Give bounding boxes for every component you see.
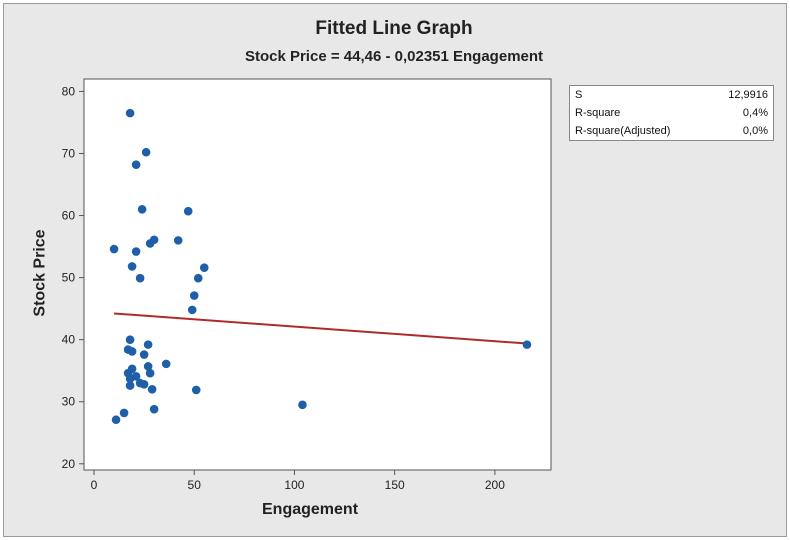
y-axis-label: Stock Price — [31, 229, 49, 317]
y-tick-label: 70 — [62, 146, 76, 160]
data-point — [125, 335, 135, 344]
stats-row-r-square-adjusted: R-square(Adjusted) 0,0% — [570, 122, 773, 140]
stat-label: R-square(Adjusted) — [575, 125, 671, 137]
data-point — [141, 147, 151, 157]
data-point — [137, 205, 147, 214]
data-point — [189, 291, 199, 300]
data-point — [199, 263, 209, 272]
stats-row-s: S 12,9916 — [570, 86, 773, 104]
data-point — [139, 350, 149, 359]
data-point — [522, 340, 532, 349]
x-tick-label: 0 — [91, 478, 98, 492]
x-tick-label: 50 — [188, 478, 202, 492]
plot-area — [83, 78, 552, 471]
y-tick-label: 50 — [62, 271, 76, 285]
y-tick-label: 60 — [62, 209, 76, 223]
data-point — [149, 404, 159, 414]
data-point — [125, 381, 135, 390]
data-point — [131, 247, 141, 256]
data-point — [145, 239, 155, 248]
stat-value: 12,9916 — [728, 89, 768, 101]
chart-title: Fitted Line Graph — [315, 18, 473, 39]
stat-label: R-square — [575, 107, 621, 119]
fitted-line — [113, 312, 528, 345]
data-point — [183, 206, 193, 216]
data-point — [109, 244, 119, 254]
x-tick-label: 200 — [485, 478, 505, 492]
data-point — [187, 305, 197, 315]
x-axis-label: Engagement — [262, 501, 359, 518]
data-point — [111, 415, 121, 425]
stat-value: 0,4% — [742, 107, 768, 119]
data-point — [147, 385, 157, 394]
data-point — [135, 273, 145, 283]
data-point — [145, 368, 155, 378]
data-point — [143, 362, 153, 371]
chart-frame: Fitted Line Graph Stock Price = 44,46 - … — [3, 3, 787, 537]
stats-row-r-square: R-square 0,4% — [570, 104, 773, 122]
data-point — [125, 374, 135, 384]
data-point — [173, 236, 183, 245]
chart-subtitle: Stock Price = 44,46 - 0,02351 Engagement — [244, 48, 544, 65]
data-point — [193, 273, 203, 283]
data-point — [127, 262, 137, 271]
data-point — [125, 108, 135, 118]
x-tick-label: 150 — [385, 478, 405, 492]
y-tick-label: 80 — [62, 84, 76, 98]
stat-value: 0,0% — [742, 125, 768, 137]
stats-table: S 12,9916 R-square 0,4% R-square(Adjuste… — [569, 85, 774, 141]
data-point — [139, 380, 149, 389]
data-point — [143, 340, 153, 349]
y-tick-label: 40 — [62, 333, 76, 347]
y-tick-label: 30 — [62, 395, 76, 409]
data-point — [131, 160, 141, 169]
data-point — [127, 347, 137, 356]
data-point — [119, 408, 129, 418]
stat-label: S — [575, 89, 583, 101]
y-tick-label: 20 — [62, 457, 76, 471]
x-tick-label: 100 — [284, 478, 304, 492]
data-point — [191, 385, 201, 395]
data-point — [161, 359, 171, 369]
data-point — [298, 400, 307, 410]
scatter-plot: 0 50 100 150 200 20 30 40 50 60 70 80 — [62, 78, 552, 492]
